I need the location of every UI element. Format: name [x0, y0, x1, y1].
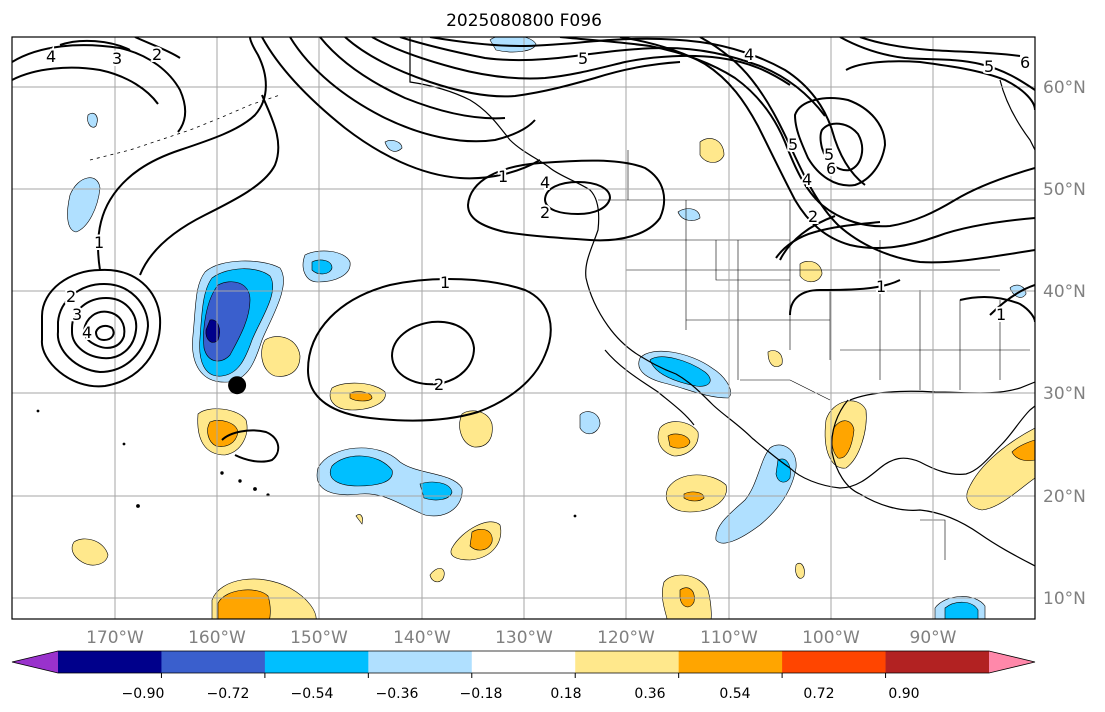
contour-label: 2	[152, 45, 162, 64]
contour-lines	[12, 37, 1035, 463]
colorbar-segment	[58, 651, 162, 673]
contour-label: 4	[46, 47, 56, 66]
lon-tick-label: 90°W	[910, 628, 957, 648]
colorbar-tick-label: −0.72	[207, 686, 250, 702]
colorbar-tick-label: 0.54	[719, 686, 750, 702]
contour-label: 5	[984, 57, 994, 76]
colorbar-tick-label: 0.36	[634, 686, 665, 702]
lon-tick-labels: 170°W 160°W 150°W 140°W 130°W 120°W 110°…	[86, 628, 957, 648]
lon-tick-label: 140°W	[393, 628, 451, 648]
lat-tick-label: 60°N	[1043, 78, 1086, 98]
point-marker	[228, 376, 247, 395]
colorbar-tick-label: 0.90	[888, 686, 919, 702]
lon-tick-label: 100°W	[802, 628, 860, 648]
contour-label: 5	[578, 49, 588, 68]
colorbar-extend-max	[989, 651, 1035, 673]
contour-label: 1	[498, 167, 508, 186]
lon-tick-label: 130°W	[495, 628, 553, 648]
contour-label: 2	[434, 375, 444, 394]
coastlines	[409, 37, 1035, 567]
contour-label: 4	[82, 323, 92, 342]
anomaly-shading	[67, 37, 1035, 619]
colorbar-segment	[885, 651, 990, 673]
colorbar-segment	[368, 651, 473, 673]
contour-label: 6	[1020, 53, 1030, 72]
lon-tick-label: 160°W	[188, 628, 246, 648]
contour-label: 5	[824, 145, 834, 164]
colorbar-segment	[471, 651, 576, 673]
colorbar-tick-labels: −0.90 −0.72 −0.54 −0.36 −0.18 0.18 0.36 …	[122, 686, 920, 702]
map-title: 2025080800 F096	[446, 11, 602, 31]
contour-label: 2	[808, 207, 818, 226]
colorbar-segment	[575, 651, 680, 673]
contour-label: 3	[112, 49, 122, 68]
lat-tick-label: 10°N	[1043, 589, 1086, 609]
lon-tick-label: 110°W	[700, 628, 758, 648]
contour-label: 4	[802, 170, 812, 189]
contour-labels: 4 3 2 5 6 4 5 5 4 2 1 1 2 1 1 2 3 4 1 2 …	[44, 43, 1032, 396]
contour-label: 4	[540, 173, 550, 192]
colorbar-segment	[782, 651, 887, 673]
colorbar-tick-label: 0.72	[803, 686, 834, 702]
lon-tick-label: 150°W	[290, 628, 348, 648]
contour-label: 6	[826, 159, 836, 178]
lon-tick-label: 170°W	[86, 628, 144, 648]
lat-tick-label: 50°N	[1043, 180, 1086, 200]
colorbar	[11, 650, 1036, 678]
lon-tick-label: 120°W	[597, 628, 655, 648]
map-panel: 4 3 2 5 6 4 5 5 4 2 1 1 2 1 1 2 3 4 1 2 …	[12, 37, 1035, 619]
contour-label: 2	[66, 287, 76, 306]
colorbar-outline	[11, 650, 1036, 674]
lat-tick-label: 40°N	[1043, 282, 1086, 302]
lat-tick-label: 30°N	[1043, 384, 1086, 404]
lat-tick-label: 20°N	[1043, 487, 1086, 507]
colorbar-segment	[161, 651, 266, 673]
colorbar-tick-label: −0.36	[376, 686, 419, 702]
contour-label: 1	[876, 277, 886, 296]
map-frame	[11, 36, 1036, 620]
contour-label: 2	[540, 203, 550, 222]
contour-label: 1	[94, 233, 104, 252]
colorbar-extend-min	[12, 651, 58, 673]
contour-label: 4	[744, 45, 754, 64]
contour-label: 3	[72, 305, 82, 324]
colorbar-tick-label: 0.18	[550, 686, 581, 702]
contour-label: 5	[788, 135, 798, 154]
colorbar-tick-label: −0.90	[122, 686, 165, 702]
contour-label: 1	[996, 305, 1006, 324]
colorbar-segment	[678, 651, 783, 673]
colorbar-segment	[264, 651, 369, 673]
contour-label: 1	[440, 273, 450, 292]
islands	[36, 94, 577, 518]
colorbar-tick-label: −0.54	[291, 686, 334, 702]
colorbar-tick-label: −0.18	[460, 686, 503, 702]
gridlines	[12, 37, 1035, 619]
lat-tick-labels: 60°N 50°N 40°N 30°N 20°N 10°N	[1043, 78, 1086, 609]
